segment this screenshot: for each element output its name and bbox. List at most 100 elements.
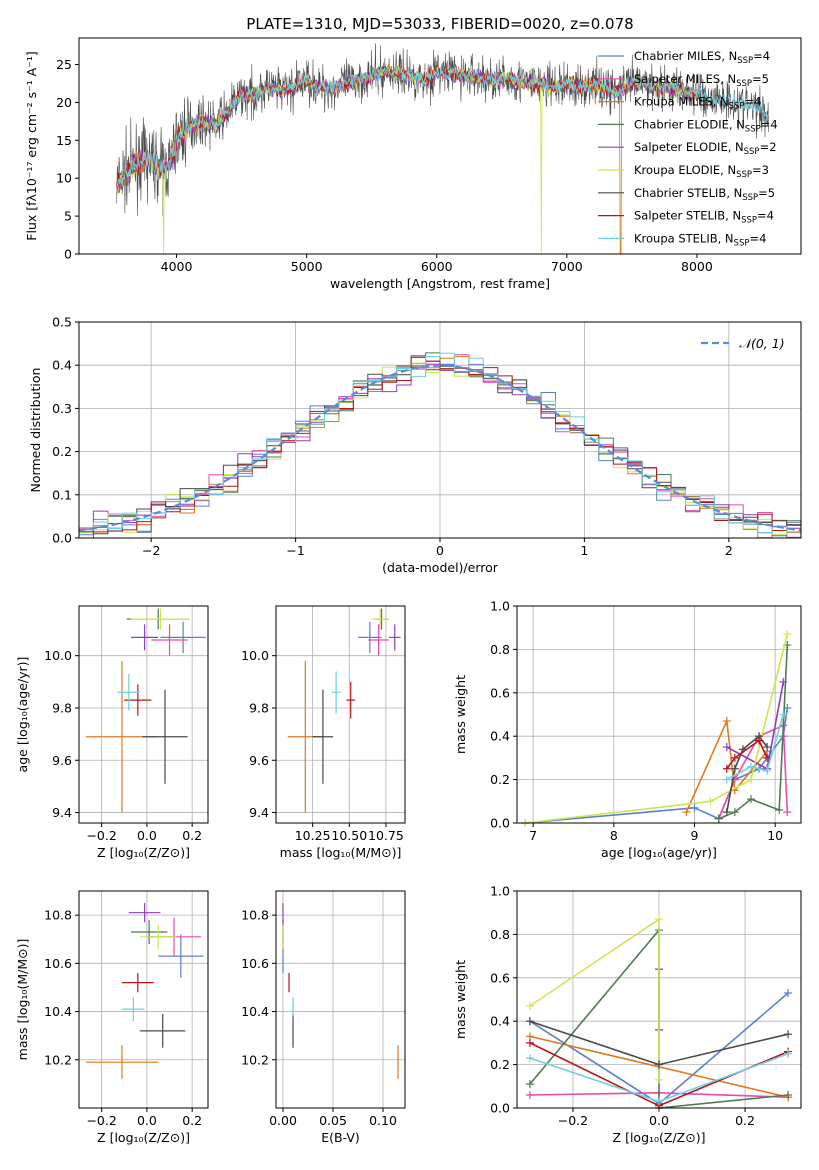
axes-age_vs_mass: 10.25 10.50 10.75 9.4 9.6 9.8 10.0 mass [log₁₀(… (241, 605, 406, 860)
y-axis-label: Normed distribution (28, 368, 43, 493)
legend-sub: SSP (741, 216, 757, 226)
figure-title: PLATE=1310, MJD=53033, FIBERID=0020, z=0… (246, 15, 633, 33)
point-marker (746, 762, 755, 771)
y-axis-label: mass weight (453, 960, 468, 1039)
legend-sub: SSP (745, 124, 761, 134)
x-tick-label: 0.00 (269, 1113, 297, 1128)
y-tick-label: 15 (56, 133, 72, 148)
errorbar-salpeter_stelib (346, 681, 356, 719)
legend-label-salpeter_miles: Salpeter MILES, NSSP=5 (634, 72, 769, 89)
x-tick-label: 1 (580, 543, 588, 558)
legend-sub: SSP (737, 56, 753, 66)
x-axis-label: age [log₁₀(age/yr)] (601, 845, 717, 860)
y-tick-label: 0.6 (490, 970, 510, 985)
errorbar-salpeter_elodie (128, 903, 161, 923)
errorbar-kroupa_elodie (371, 608, 389, 630)
y-tick-label: 0.1 (52, 487, 72, 502)
y-tick-label: 9.6 (52, 753, 72, 768)
y-tick-label: 0.2 (490, 1057, 510, 1072)
point-marker (525, 1017, 534, 1026)
point-marker (655, 1060, 663, 1069)
y-tick-label: 10.4 (241, 1004, 269, 1019)
x-tick-label: 0.2 (182, 828, 202, 843)
legend-count: =4 (753, 49, 770, 63)
x-axis-label: (data-model)/error (382, 560, 499, 575)
errorbar-chabrier_stelib (312, 689, 334, 784)
x-axis-label: Z [log₁₀(Z/Z⊙)] (97, 845, 190, 860)
plot-layer: 4000 5000 6000 7000 80000510152025wavelength… (15, 37, 802, 1145)
point-marker (655, 1075, 663, 1084)
x-tick-label: 8 (610, 828, 618, 843)
errorbar-salpeter_miles (368, 624, 389, 656)
x-tick-label: 0.0 (137, 828, 157, 843)
errorbar-chabrier_stelib (140, 1013, 186, 1048)
errorbar-chabrier_miles (358, 621, 382, 654)
y-tick-label: 0.4 (490, 1014, 510, 1029)
x-axis-label: mass [log₁₀(M/M⊙)] (280, 845, 402, 860)
point-marker (784, 1030, 793, 1039)
y-tick-label: 1.0 (490, 884, 510, 899)
y-tick-label: 10.8 (241, 908, 269, 923)
legend-sub: SSP (742, 193, 758, 203)
y-tick-label: 10.6 (241, 956, 269, 971)
y-tick-label: 0.3 (52, 401, 72, 416)
y-axis-label: mass [log₁₀(M/M⊙)] (15, 939, 30, 1061)
errorbar-kroupa_miles (85, 1045, 159, 1080)
x-tick-label: 8000 (681, 259, 713, 274)
point-marker (763, 753, 772, 762)
point-marker (763, 766, 772, 775)
legend-count: =4 (749, 231, 766, 245)
series-kroupa_stelib (722, 710, 788, 784)
errorbar-kroupa_elodie (140, 924, 177, 949)
point-marker (525, 1054, 534, 1063)
x-tick-label: 7 (529, 828, 537, 843)
legend-count: =4 (757, 209, 774, 223)
spectrum-line-kroupa_stelib (116, 65, 769, 187)
legend-text: Kroupa MILES, N (634, 95, 729, 109)
axes-mass_vs_ebv: 0.00 0.05 0.10 10.2 10.4 10.6 10.8 E(B-V) (241, 890, 406, 1145)
x-tick-label: 0.2 (182, 1113, 202, 1128)
errorbar-kroupa_stelib (122, 997, 145, 1022)
legend-sub: SSP (736, 79, 752, 89)
x-tick-label: 6000 (421, 259, 453, 274)
y-tick-label: 9.4 (52, 805, 72, 820)
axes-age_vs_Z: −0.2 0.0 0.2 9.4 9.6 9.8 10.0 Z [log₁₀(Z/Z⊙)] ag… (15, 605, 209, 860)
legend-text: Salpeter STELIB, N (634, 209, 741, 223)
y-tick-label: 0.2 (52, 444, 72, 459)
series-kroupa_stelib (525, 1049, 793, 1106)
x-tick-label: 0.0 (137, 1113, 157, 1128)
x-tick-label: 0.0 (649, 1113, 669, 1128)
series-line (525, 634, 789, 824)
legend-count: =3 (752, 163, 769, 177)
legend-label-normal: 𝒩(0, 1) (739, 336, 785, 351)
point-marker (525, 1038, 534, 1047)
y-axis-label: mass weight (453, 675, 468, 754)
errorbar-chabrier_elodie (131, 919, 168, 945)
x-tick-label: 0.2 (735, 1113, 755, 1128)
point-marker (784, 988, 793, 997)
x-axis-label: wavelength [Angstrom, rest frame] (330, 276, 550, 291)
x-tick-label: 7000 (551, 259, 583, 274)
legend-sub: SSP (744, 147, 760, 157)
legend-count: =4 (761, 117, 778, 131)
legend-text: Salpeter MILES, N (634, 72, 736, 86)
x-axis-label: Z [log₁₀(Z/Z⊙)] (613, 1130, 706, 1145)
y-axis-label: age [log₁₀(age/yr)] (15, 657, 30, 773)
legend-text: Chabrier MILES, N (634, 49, 737, 63)
axes-massweight_vs_Z: −0.2 0.0 0.2 0.0 0.2 0.4 0.6 0.8 1.0 Z [log₁₀(Z/Z… (453, 884, 802, 1145)
series-chabrier_stelib (525, 1017, 793, 1069)
legend-label-chabrier_miles: Chabrier MILES, NSSP=4 (634, 49, 770, 66)
axes-residuals: −2 −1 0 1 2 0.0 0.1 0.2 0.3 0.4 0.5 (data-model)/er… (28, 315, 802, 575)
y-tick-label: 10.8 (44, 908, 72, 923)
point-marker (690, 803, 699, 812)
axes-frame (78, 605, 209, 824)
axes-frame (275, 605, 406, 824)
legend-label-salpeter_elodie: Salpeter ELODIE, NSSP=2 (634, 140, 777, 157)
y-tick-label: 0.8 (490, 642, 510, 657)
legend-text: Kroupa STELIB, N (634, 231, 734, 245)
errorbar-kroupa_stelib (117, 673, 141, 711)
y-tick-label: 0.0 (52, 531, 72, 546)
x-tick-label: 2 (725, 543, 733, 558)
